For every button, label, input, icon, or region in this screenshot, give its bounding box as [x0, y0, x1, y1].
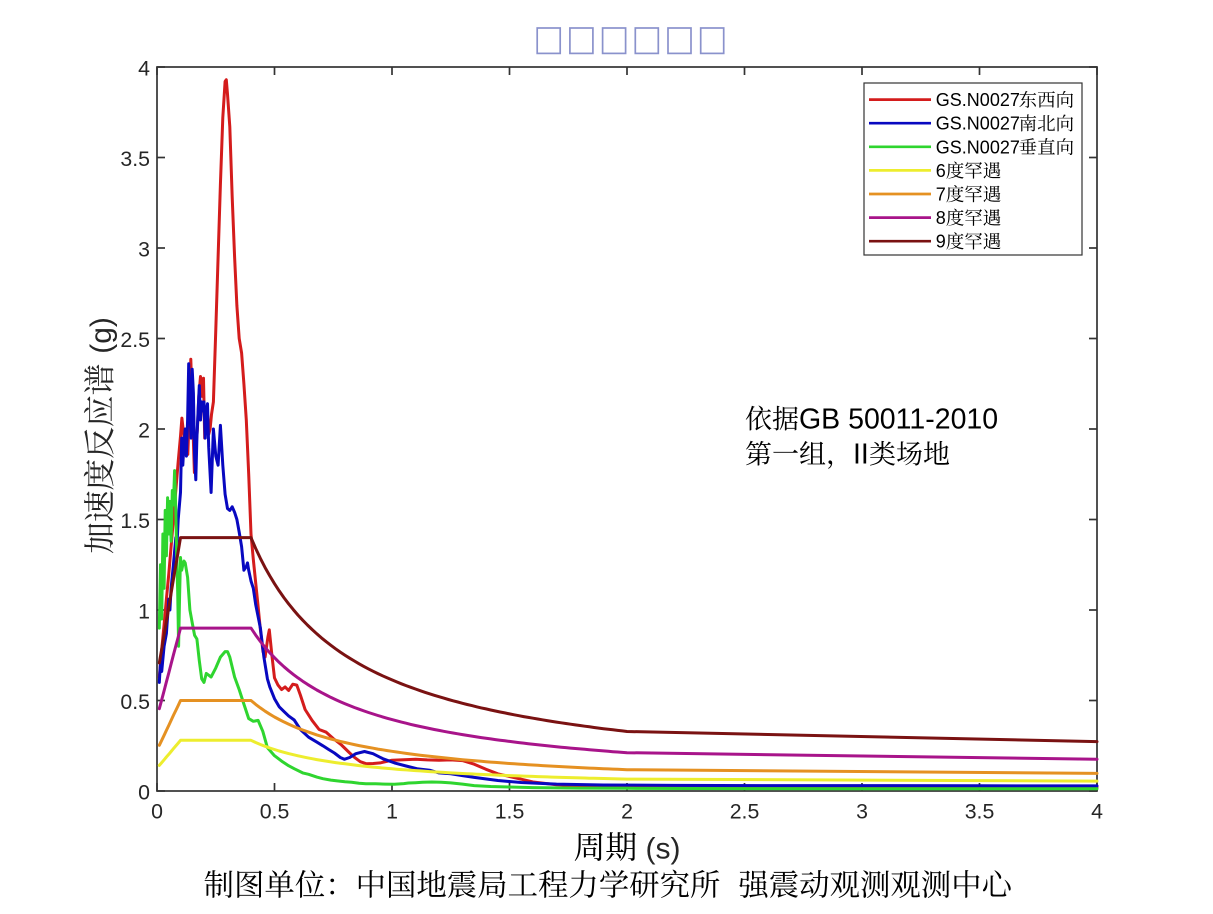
svg-text:1: 1	[138, 600, 150, 624]
svg-text:0: 0	[138, 781, 150, 805]
svg-text:3: 3	[138, 238, 150, 262]
svg-text:4: 4	[138, 57, 150, 81]
svg-text:6: 6	[936, 161, 946, 181]
svg-text:7: 7	[936, 185, 946, 205]
svg-text:(g): (g)	[85, 317, 118, 354]
svg-text:1: 1	[386, 800, 398, 824]
svg-text:8: 8	[936, 208, 946, 228]
svg-text:2: 2	[138, 419, 150, 443]
svg-text:3.5: 3.5	[965, 800, 995, 824]
svg-text:(s): (s)	[646, 833, 681, 866]
svg-text:0.5: 0.5	[120, 690, 150, 714]
svg-text:1.5: 1.5	[120, 509, 150, 533]
svg-text:3: 3	[856, 800, 868, 824]
svg-text:GS.N0027: GS.N0027	[936, 114, 1020, 134]
svg-text:II: II	[853, 439, 869, 471]
svg-text:3.5: 3.5	[120, 147, 150, 171]
svg-text:2.5: 2.5	[730, 800, 760, 824]
svg-text:9: 9	[936, 232, 946, 252]
svg-text:0.5: 0.5	[260, 800, 290, 824]
svg-text:0: 0	[151, 800, 163, 824]
svg-text:2: 2	[621, 800, 633, 824]
svg-text:GS.N0027: GS.N0027	[936, 137, 1020, 157]
svg-text:GS.N0027: GS.N0027	[936, 90, 1020, 110]
svg-text:2.5: 2.5	[120, 328, 150, 352]
svg-text:1.5: 1.5	[495, 800, 525, 824]
svg-text:GB 50011-2010: GB 50011-2010	[799, 403, 998, 435]
svg-text:4: 4	[1091, 800, 1103, 824]
